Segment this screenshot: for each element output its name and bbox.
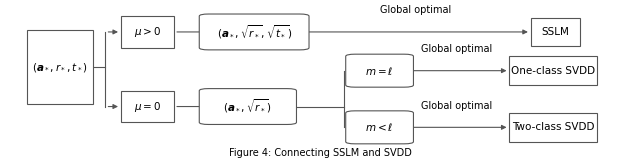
- FancyBboxPatch shape: [121, 91, 174, 122]
- Text: Global optimal: Global optimal: [421, 101, 492, 111]
- Text: $m < \ell$: $m < \ell$: [365, 121, 394, 133]
- FancyBboxPatch shape: [531, 18, 580, 46]
- FancyBboxPatch shape: [199, 89, 296, 125]
- Text: Global optimal: Global optimal: [421, 44, 492, 54]
- FancyBboxPatch shape: [27, 30, 93, 104]
- Text: Global optimal: Global optimal: [380, 5, 451, 15]
- Text: $(\boldsymbol{a}_*, \sqrt{r_*}, \sqrt{t_*})$: $(\boldsymbol{a}_*, \sqrt{r_*}, \sqrt{t_…: [216, 23, 292, 41]
- FancyBboxPatch shape: [509, 56, 597, 85]
- Text: Two-class SVDD: Two-class SVDD: [512, 122, 595, 132]
- FancyBboxPatch shape: [346, 111, 413, 144]
- Text: $(\boldsymbol{a}_*, \sqrt{r_*})$: $(\boldsymbol{a}_*, \sqrt{r_*})$: [223, 98, 273, 115]
- FancyBboxPatch shape: [509, 113, 597, 142]
- Text: $m = \ell$: $m = \ell$: [365, 65, 394, 77]
- Text: SSLM: SSLM: [541, 27, 569, 37]
- Text: $(\boldsymbol{a}_*, r_*, t_*)$: $(\boldsymbol{a}_*, r_*, t_*)$: [32, 61, 88, 74]
- Text: $\mu = 0$: $\mu = 0$: [134, 100, 161, 114]
- FancyBboxPatch shape: [346, 54, 413, 87]
- Text: Figure 4: Connecting SSLM and SVDD: Figure 4: Connecting SSLM and SVDD: [228, 148, 412, 158]
- FancyBboxPatch shape: [121, 16, 174, 48]
- Text: One-class SVDD: One-class SVDD: [511, 66, 595, 76]
- Text: $\mu > 0$: $\mu > 0$: [134, 25, 161, 39]
- FancyBboxPatch shape: [199, 14, 309, 50]
